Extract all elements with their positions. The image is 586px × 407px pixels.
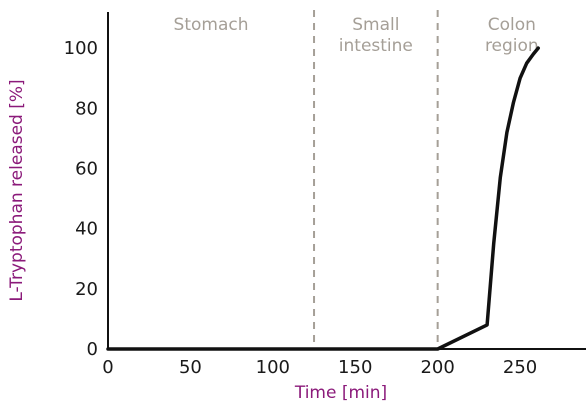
y-tick-label: 100 [64, 38, 98, 59]
x-tick-label: 100 [256, 357, 290, 378]
y-tick-label: 20 [75, 279, 98, 300]
x-tick-label: 250 [503, 357, 537, 378]
y-axis-title: L-Tryptophan released [%] [7, 79, 27, 301]
region-label: Colon region [485, 15, 539, 56]
region-dividers [313, 10, 439, 349]
region-label: Small intestine [339, 15, 413, 56]
x-tick-label: 0 [102, 357, 113, 378]
x-tick-label: 200 [420, 357, 454, 378]
x-tick-label: 50 [179, 357, 202, 378]
region-labels: Stomach Small intestine Colon region [174, 15, 539, 56]
y-tick-label: 0 [87, 339, 98, 360]
y-tick-label: 60 [75, 158, 98, 179]
y-tick-label: 40 [75, 219, 98, 240]
x-axis-title: Time [min] [294, 383, 387, 403]
region-label: Stomach [174, 15, 249, 35]
x-tick-label: 150 [338, 357, 372, 378]
y-tick-labels: 0 20 40 60 80 100 [64, 38, 98, 360]
release-curve [106, 46, 540, 351]
y-tick-label: 80 [75, 98, 98, 119]
x-tick-labels: 0 50 100 150 200 250 [102, 357, 537, 378]
